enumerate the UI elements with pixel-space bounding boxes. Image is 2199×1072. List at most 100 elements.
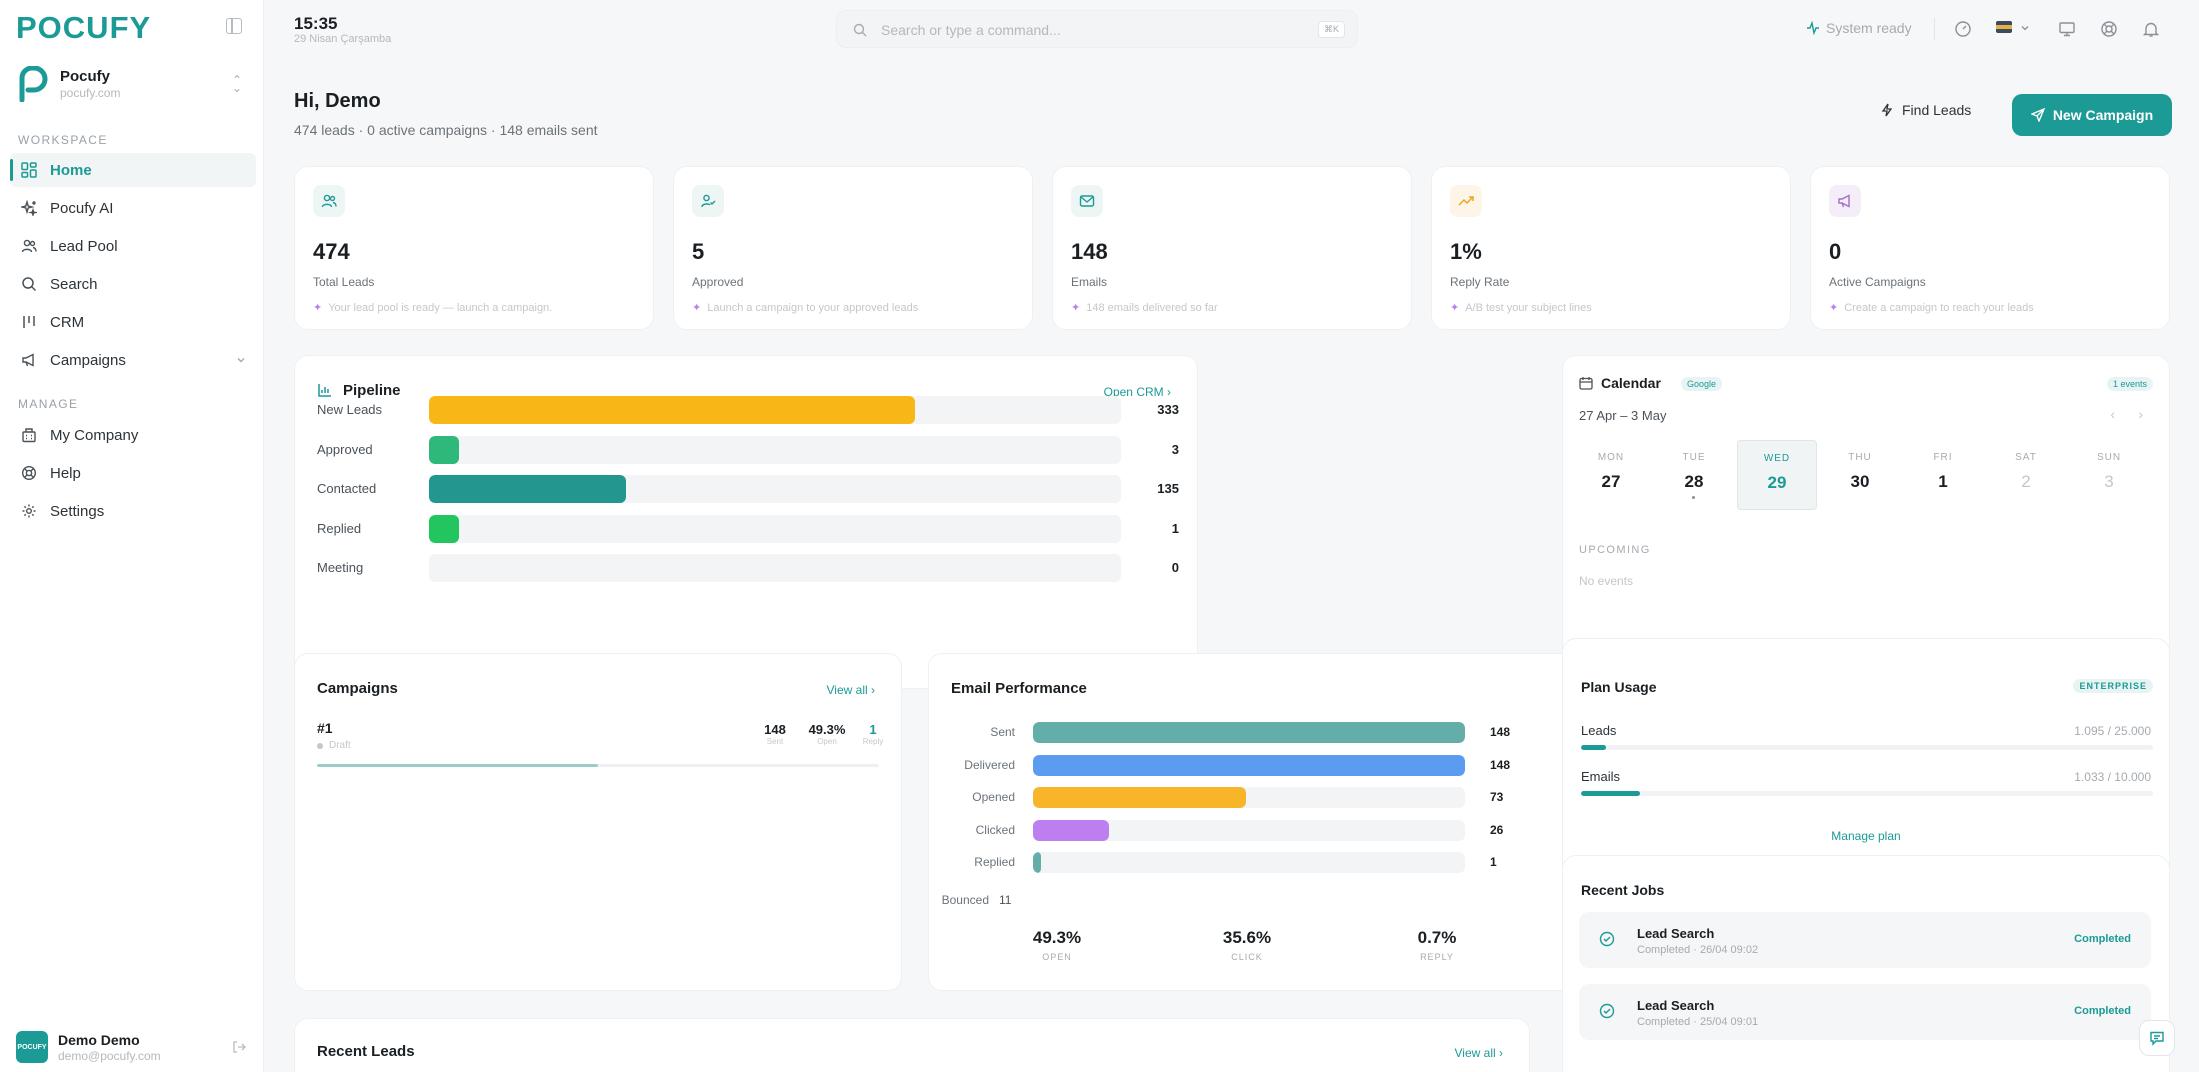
stat-card-emails[interactable]: 148 Emails ✦ 148 emails delivered so far <box>1052 166 1412 330</box>
pipeline-row-value: 135 <box>1157 481 1179 496</box>
plan-usage-card: Plan Usage ENTERPRISE Leads 1.095 / 25.0… <box>1562 638 2170 890</box>
email-performance-track <box>1033 754 1465 776</box>
stat-hint-text: 148 emails delivered so far <box>1086 301 1218 314</box>
usage-emails-value: 1.033 / 10.000 <box>2074 770 2151 784</box>
lifebuoy-icon[interactable] <box>2100 20 2118 38</box>
manage-plan-link[interactable]: Manage plan <box>1831 829 1901 843</box>
chat-button[interactable] <box>2139 1020 2175 1056</box>
stat-hint-text: Launch a campaign to your approved leads <box>707 301 919 314</box>
campaign-open: 49.3% Open <box>803 722 851 746</box>
email-performance-track <box>1033 852 1465 874</box>
usage-emails-label: Emails <box>1581 769 1621 784</box>
monitor-icon[interactable] <box>2058 20 2076 38</box>
pipeline-title: Pipeline <box>343 382 401 399</box>
calendar-day[interactable]: THU 30 <box>1820 440 1900 510</box>
sidebar-item-campaigns[interactable]: Campaigns <box>10 343 256 377</box>
bounced-label: Bounced <box>941 893 989 907</box>
sidebar-item-pocufy-ai[interactable]: Pocufy AI <box>10 191 256 225</box>
user-profile[interactable]: POCUFY Demo Demo demo@pocufy.com <box>14 1028 250 1064</box>
pipeline-row-value: 333 <box>1157 402 1179 417</box>
sidebar-item-home[interactable]: Home <box>10 153 256 187</box>
view-all-leads-link[interactable]: View all › <box>1454 1046 1503 1060</box>
email-performance-bar <box>1033 852 1041 874</box>
email-performance-label: Clicked <box>975 822 1015 837</box>
calendar-day[interactable]: TUE 28 <box>1654 440 1734 510</box>
stat-label: Total Leads <box>313 275 375 289</box>
calendar-day[interactable]: MON 27 <box>1571 440 1651 510</box>
calendar-icon <box>1579 377 1593 390</box>
building-icon <box>20 426 38 444</box>
open-crm-link[interactable]: Open CRM › <box>1103 385 1171 399</box>
campaign-progress <box>317 764 879 767</box>
stat-card-approved[interactable]: 5 Approved ✦ Launch a campaign to your ap… <box>673 166 1033 330</box>
sidebar-item-lead-pool[interactable]: Lead Pool <box>10 229 256 263</box>
calendar-title: Calendar <box>1601 375 1661 391</box>
sidebar-item-help[interactable]: Help <box>10 456 256 490</box>
speedometer-icon[interactable] <box>1954 20 1972 38</box>
new-campaign-label: New Campaign <box>2052 107 2154 123</box>
users-icon <box>20 237 38 255</box>
calendar-day[interactable]: WED 29 <box>1737 440 1817 510</box>
upcoming-label: UPCOMING <box>1579 544 1651 556</box>
chevron-updown-icon: ⌃ ⌄ <box>232 73 243 95</box>
command-search[interactable]: ⌘K <box>836 10 1358 48</box>
pipeline-bar <box>429 514 459 543</box>
view-all-label: View all <box>826 683 868 697</box>
sidebar-item-label: Settings <box>50 502 105 520</box>
language-switcher[interactable] <box>1996 20 2032 38</box>
calendar-day[interactable]: SAT 2 <box>1986 440 2066 510</box>
org-domain: pocufy.com <box>60 86 121 100</box>
job-item[interactable]: Lead Search Completed · 25/04 09:01 Comp… <box>1579 984 2151 1040</box>
email-performance-track <box>1033 787 1465 809</box>
sidebar-item-my-company[interactable]: My Company <box>10 418 256 452</box>
sidebar-collapse-icon[interactable] <box>226 18 242 34</box>
email-performance-value: 26 <box>1490 822 1504 837</box>
campaigns-title: Campaigns <box>317 680 398 697</box>
stat-card-reply-rate[interactable]: 1% Reply Rate ✦ A/B test your subject lin… <box>1431 166 1791 330</box>
stat-hint-text: A/B test your subject lines <box>1465 301 1592 314</box>
manage-section-label: MANAGE <box>18 397 79 411</box>
stat-hint: ✦ A/B test your subject lines <box>1450 301 1592 315</box>
view-all-campaigns-link[interactable]: View all › <box>826 683 875 697</box>
job-status: Completed <box>2074 1005 2131 1017</box>
email-performance-value: 73 <box>1490 790 1504 805</box>
campaign-sent-label: Sent <box>766 737 784 746</box>
page-subtitle: 474 leads · 0 active campaigns · 148 ema… <box>294 122 598 138</box>
job-title: Lead Search <box>1637 998 1715 1013</box>
job-item[interactable]: Lead Search Completed · 26/04 09:02 Comp… <box>1579 912 2151 968</box>
send-icon <box>2030 108 2045 122</box>
new-campaign-button[interactable]: New Campaign <box>2012 94 2172 136</box>
email-performance-track <box>1033 722 1465 743</box>
metric-value: 0.7% <box>1417 928 1457 947</box>
metric-value: 35.6% <box>1222 928 1272 947</box>
campaign-sent: 148 Sent <box>757 722 793 746</box>
recent-jobs-title: Recent Jobs <box>1581 882 1665 898</box>
pipeline-bar <box>429 435 459 464</box>
calendar-day[interactable]: SUN 3 <box>2069 440 2149 510</box>
pipeline-bar <box>429 396 916 424</box>
chevron-right-icon[interactable]: › <box>2138 406 2143 422</box>
sidebar-item-search[interactable]: Search <box>10 267 256 301</box>
sidebar-item-settings[interactable]: Settings <box>10 494 256 528</box>
users-icon <box>313 185 345 217</box>
org-switcher[interactable]: Pocufy pocufy.com ⌃ ⌄ <box>14 64 250 104</box>
calendar-day[interactable]: FRI 1 <box>1903 440 1983 510</box>
clock-date: 29 Nisan Çarşamba <box>294 33 392 45</box>
brand-logo[interactable]: POCUFY <box>16 10 152 45</box>
open-crm-label: Open CRM <box>1103 385 1164 399</box>
campaign-open-label: Open <box>817 737 837 746</box>
stat-label: Reply Rate <box>1450 275 1510 289</box>
chevron-left-icon[interactable]: ‹ <box>2110 406 2115 422</box>
bell-icon[interactable] <box>2142 20 2160 38</box>
system-status: System ready <box>1806 20 1912 36</box>
topbar: 15:35 29 Nisan Çarşamba ⌘K System ready <box>264 0 2199 60</box>
stat-card-active-campaigns[interactable]: 0 Active Campaigns ✦ Create a campaign to… <box>1810 166 2170 330</box>
sidebar-item-crm[interactable]: CRM <box>10 305 256 339</box>
stat-card-total-leads[interactable]: 474 Total Leads ✦ Your lead pool is ready… <box>294 166 654 330</box>
sparkle-icon: ✦ <box>1450 302 1460 314</box>
search-input[interactable] <box>881 19 1281 41</box>
metric-label: REPLY <box>1420 952 1454 962</box>
logout-icon[interactable] <box>232 1040 246 1054</box>
megaphone-icon <box>1829 185 1861 217</box>
find-leads-button[interactable]: Find Leads <box>1880 102 1971 118</box>
